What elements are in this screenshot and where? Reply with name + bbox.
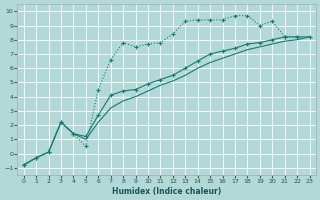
X-axis label: Humidex (Indice chaleur): Humidex (Indice chaleur) — [112, 187, 221, 196]
